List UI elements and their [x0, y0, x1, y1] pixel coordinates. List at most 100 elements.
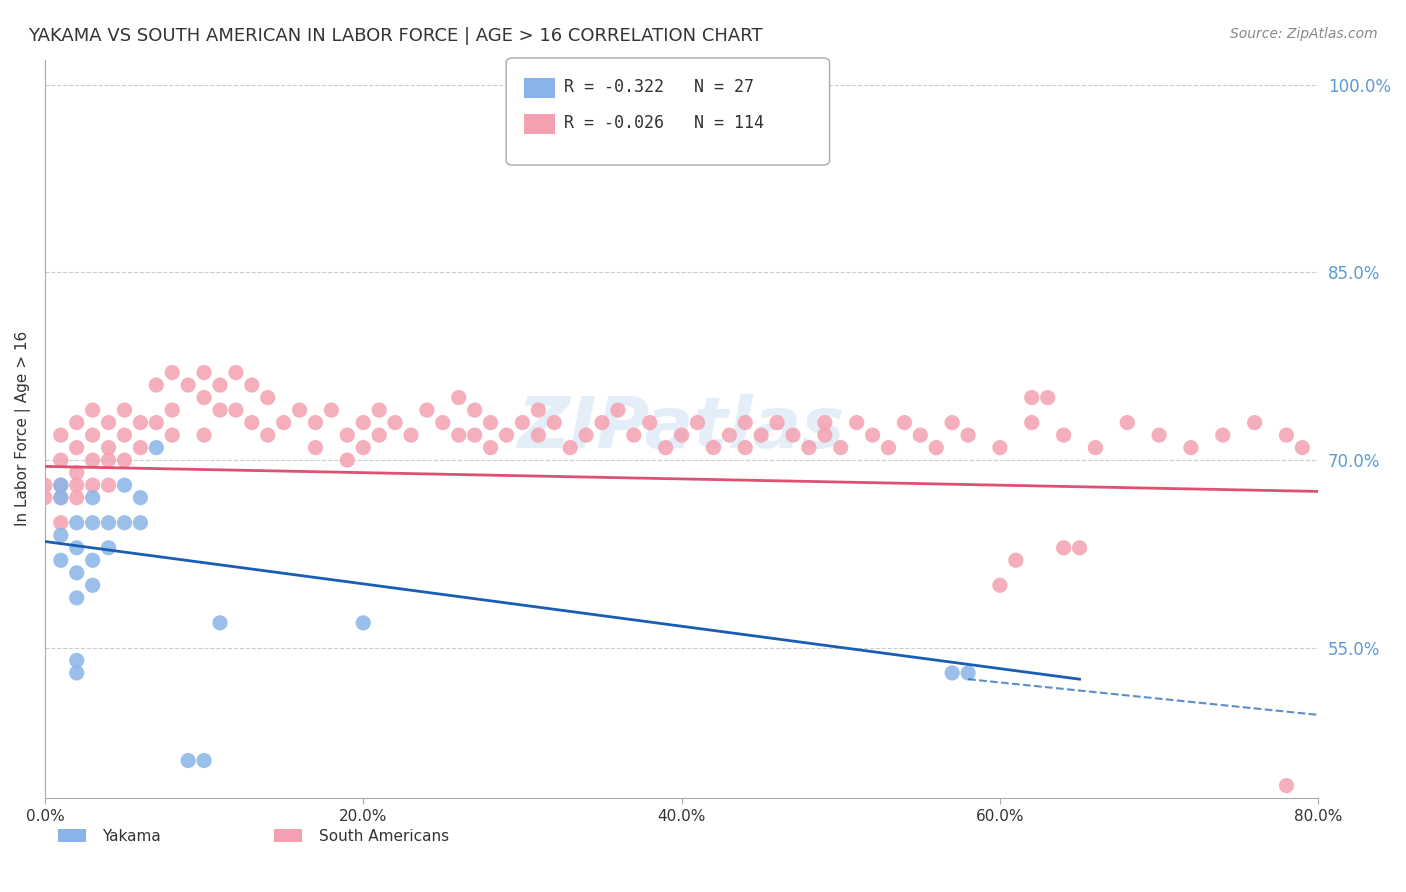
Point [82, 578, 104, 592]
Point [877, 441, 900, 455]
Point [686, 416, 709, 430]
Point [591, 416, 613, 430]
Point [893, 416, 915, 430]
Point [129, 491, 152, 505]
Point [368, 403, 391, 417]
Point [654, 441, 676, 455]
Point [464, 403, 486, 417]
Text: ZIPatlas: ZIPatlas [517, 394, 845, 463]
Text: Source: ZipAtlas.com: Source: ZipAtlas.com [1230, 27, 1378, 41]
Point [988, 441, 1011, 455]
Point [495, 428, 517, 442]
Point [82, 491, 104, 505]
Point [273, 416, 295, 430]
Point [177, 754, 200, 768]
Point [845, 416, 868, 430]
Point [575, 428, 598, 442]
Point [66, 466, 89, 480]
Point [34, 478, 56, 492]
Point [1275, 428, 1298, 442]
Point [1036, 391, 1059, 405]
Point [66, 665, 89, 680]
Point [734, 441, 756, 455]
Point [129, 516, 152, 530]
Point [66, 441, 89, 455]
Point [256, 391, 278, 405]
Point [1147, 428, 1170, 442]
Point [432, 416, 454, 430]
Point [208, 378, 231, 392]
Point [49, 491, 72, 505]
Point [82, 478, 104, 492]
Bar [58, 830, 86, 842]
Point [910, 428, 932, 442]
Point [416, 403, 439, 417]
Point [145, 441, 167, 455]
Point [49, 516, 72, 530]
Point [304, 441, 326, 455]
Point [734, 416, 756, 430]
Point [145, 378, 167, 392]
Point [49, 491, 72, 505]
Point [66, 516, 89, 530]
Point [66, 416, 89, 430]
Point [160, 403, 183, 417]
Point [82, 403, 104, 417]
Point [1005, 553, 1028, 567]
Point [160, 366, 183, 380]
Point [66, 541, 89, 555]
Point [830, 441, 852, 455]
Point [66, 478, 89, 492]
Point [129, 441, 152, 455]
Point [479, 441, 502, 455]
Point [321, 403, 343, 417]
Point [527, 428, 550, 442]
Point [671, 428, 693, 442]
Point [336, 453, 359, 467]
Point [336, 428, 359, 442]
Point [560, 441, 582, 455]
Point [240, 416, 263, 430]
Point [749, 428, 772, 442]
Point [1275, 779, 1298, 793]
Point [447, 428, 470, 442]
Point [814, 428, 837, 442]
Point [941, 665, 963, 680]
Point [193, 366, 215, 380]
Point [97, 416, 120, 430]
Point [718, 428, 741, 442]
Point [638, 416, 661, 430]
Point [225, 403, 247, 417]
Point [862, 428, 884, 442]
Point [82, 428, 104, 442]
Point [225, 366, 247, 380]
Point [177, 378, 200, 392]
Point [1021, 416, 1043, 430]
Point [1021, 391, 1043, 405]
Point [464, 428, 486, 442]
Point [114, 478, 136, 492]
Point [1291, 441, 1313, 455]
Point [49, 553, 72, 567]
Point [941, 416, 963, 430]
Point [399, 428, 422, 442]
Point [797, 441, 820, 455]
Point [82, 516, 104, 530]
Point [66, 566, 89, 580]
Text: YAKAMA VS SOUTH AMERICAN IN LABOR FORCE | AGE > 16 CORRELATION CHART: YAKAMA VS SOUTH AMERICAN IN LABOR FORCE … [28, 27, 762, 45]
Point [114, 453, 136, 467]
Point [208, 615, 231, 630]
Point [1084, 441, 1107, 455]
Point [479, 416, 502, 430]
Text: R = -0.026   N = 114: R = -0.026 N = 114 [564, 114, 763, 132]
Point [66, 653, 89, 667]
Point [352, 441, 374, 455]
Point [925, 441, 948, 455]
Point [97, 441, 120, 455]
Point [193, 428, 215, 442]
Point [97, 516, 120, 530]
Point [49, 453, 72, 467]
Point [1180, 441, 1202, 455]
Point [957, 665, 980, 680]
Point [782, 428, 804, 442]
